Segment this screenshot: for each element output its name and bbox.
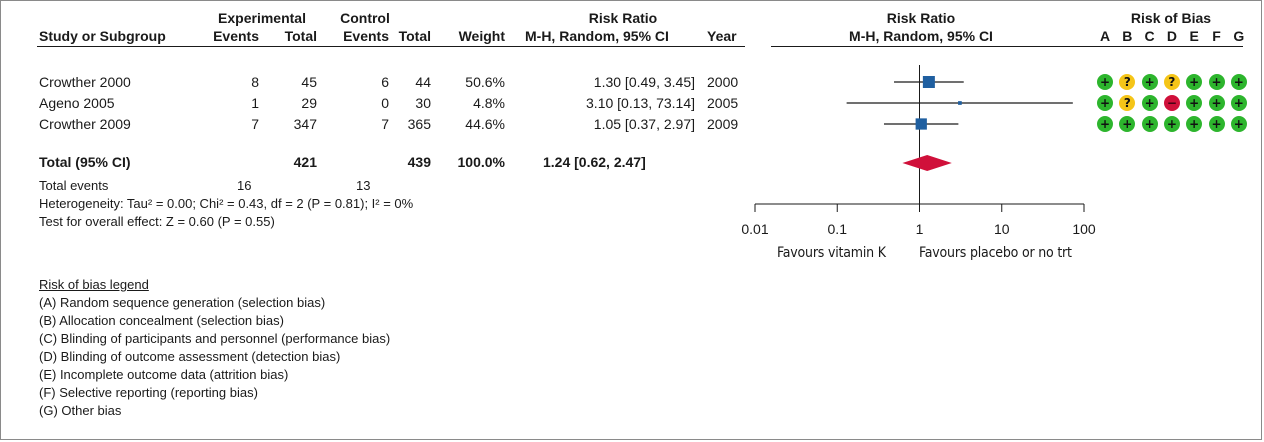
bias-judgement-dot: ? <box>1163 74 1180 90</box>
legend-item: (A) Random sequence generation (selectio… <box>39 295 326 310</box>
legend-item: (B) Allocation concealment (selection bi… <box>39 313 284 328</box>
header-risk-of-bias: Risk of Bias <box>1130 10 1212 26</box>
bias-judgement-dot: + <box>1230 95 1247 111</box>
total-events-experimental: 16 <box>237 178 252 193</box>
header-risk-ratio-left: Risk Ratio <box>588 10 658 26</box>
total-ci: 1.24 [0.62, 2.47] <box>543 154 646 170</box>
bias-judgement-dot: + <box>1230 116 1247 132</box>
header-events-experimental: Events <box>213 28 259 44</box>
bias-judgement-dot: + <box>1141 95 1158 111</box>
study-weight: 50.6% <box>465 74 505 90</box>
overall-effect-text: Test for overall effect: Z = 0.60 (P = 0… <box>39 214 275 229</box>
header-risk-ratio-right: Risk Ratio <box>886 10 956 26</box>
bias-judgement-dot: + <box>1208 116 1225 132</box>
x-tick-label: 0.1 <box>828 221 848 237</box>
legend-item: (E) Incomplete outcome data (attrition b… <box>39 367 289 382</box>
events-control: 7 <box>381 116 389 132</box>
bias-judgement-dot: − <box>1163 95 1180 111</box>
bias-judgement-dot: + <box>1097 116 1113 132</box>
header-rule-right <box>771 46 1243 47</box>
bias-judgement-dot: + <box>1208 95 1225 111</box>
header-total-control: Total <box>398 28 431 44</box>
bias-letter-a: A <box>1099 28 1111 44</box>
events-control: 0 <box>381 95 389 111</box>
study-year: 2009 <box>707 116 739 132</box>
header-weight: Weight <box>458 28 505 44</box>
total-control: 44 <box>415 74 431 90</box>
header-study: Study or Subgroup <box>39 28 166 44</box>
heterogeneity-text: Heterogeneity: Tau² = 0.00; Chi² = 0.43,… <box>39 196 414 211</box>
header-experimental: Experimental <box>218 10 306 26</box>
bias-letter-d: D <box>1166 28 1177 44</box>
total-control: 439 <box>407 154 431 170</box>
events-control: 6 <box>381 74 389 90</box>
events-experimental: 8 <box>251 74 259 90</box>
legend-item: (F) Selective reporting (reporting bias) <box>39 385 258 400</box>
total-experimental: 421 <box>293 154 317 170</box>
header-control: Control <box>340 10 390 26</box>
total-label: Total (95% CI) <box>39 154 131 170</box>
bias-judgement-dot: + <box>1230 74 1247 90</box>
study-weight: 4.8% <box>473 95 505 111</box>
x-tick-label: 10 <box>994 221 1010 237</box>
study-name: Ageno 2005 <box>39 95 115 111</box>
bias-judgement-dot: + <box>1163 116 1180 132</box>
study-ci: 1.05 [0.37, 2.97] <box>593 116 695 132</box>
bias-judgement-dot: + <box>1186 116 1203 132</box>
legend-title: Risk of bias legend <box>39 277 149 292</box>
study-name: Crowther 2009 <box>39 116 131 132</box>
bias-judgement-dot: + <box>1119 116 1136 132</box>
header-events-control: Events <box>343 28 389 44</box>
bias-judgement-dot: ? <box>1119 74 1136 90</box>
total-experimental: 45 <box>301 74 317 90</box>
total-experimental: 29 <box>301 95 317 111</box>
point-estimate-square <box>958 101 962 105</box>
bias-letter-f: F <box>1212 28 1221 44</box>
study-name: Crowther 2000 <box>39 74 131 90</box>
bias-judgement-dot: + <box>1097 95 1113 111</box>
total-control: 30 <box>415 95 431 111</box>
events-experimental: 1 <box>251 95 259 111</box>
favours-right-label: Favours placebo or no trt <box>919 245 1072 261</box>
header-total-experimental: Total <box>284 28 317 44</box>
study-year: 2005 <box>707 95 739 111</box>
pooled-estimate-diamond <box>902 155 952 171</box>
bias-judgement-dot: + <box>1186 74 1203 90</box>
header-method-left: M-H, Random, 95% CI <box>525 28 669 44</box>
favours-left-label: Favours vitamin K <box>777 245 886 261</box>
events-experimental: 7 <box>251 116 259 132</box>
total-weight: 100.0% <box>457 154 505 170</box>
bias-judgement-dot: + <box>1208 74 1225 90</box>
x-tick-label: 100 <box>1072 221 1096 237</box>
total-experimental: 347 <box>293 116 317 132</box>
bias-letter-e: E <box>1189 28 1199 44</box>
header-year: Year <box>707 28 737 44</box>
bias-judgement-dot: + <box>1141 116 1158 132</box>
header-rule-left <box>37 46 745 47</box>
legend-item: (G) Other bias <box>39 403 122 418</box>
point-estimate-square <box>915 118 927 130</box>
study-ci: 1.30 [0.49, 3.45] <box>593 74 695 90</box>
legend-item: (D) Blinding of outcome assessment (dete… <box>39 349 341 364</box>
study-weight: 44.6% <box>465 116 505 132</box>
bias-judgement-dot: + <box>1141 74 1158 90</box>
total-events-label: Total events <box>39 178 109 193</box>
legend-item: (C) Blinding of participants and personn… <box>39 331 391 346</box>
x-tick-label: 1 <box>916 221 924 237</box>
total-control: 365 <box>407 116 431 132</box>
study-year: 2000 <box>707 74 739 90</box>
bias-letter-b: B <box>1122 28 1133 44</box>
bias-letter-c: C <box>1144 28 1155 44</box>
x-tick-label: 0.01 <box>741 221 768 237</box>
total-events-control: 13 <box>356 178 371 193</box>
bias-letter-g: G <box>1233 28 1245 44</box>
bias-judgement-dot: + <box>1186 95 1203 111</box>
bias-judgement-dot: ? <box>1119 95 1136 111</box>
study-ci: 3.10 [0.13, 73.14] <box>586 95 695 111</box>
point-estimate-square <box>922 76 935 88</box>
bias-judgement-dot: + <box>1097 74 1113 90</box>
header-method-right: M-H, Random, 95% CI <box>849 28 993 44</box>
